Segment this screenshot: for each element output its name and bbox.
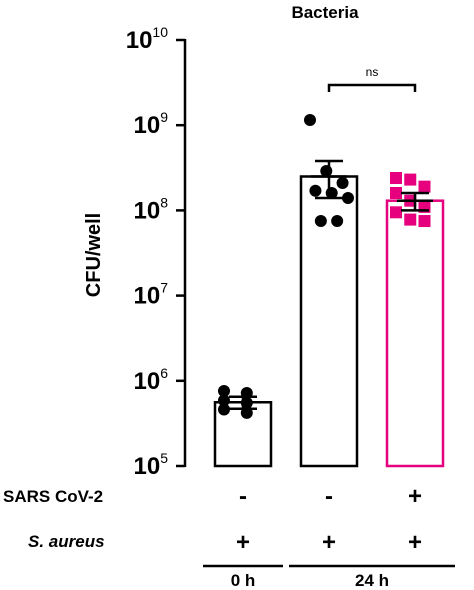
- bar-2: [385, 199, 445, 468]
- data-point-1-2: [336, 176, 349, 189]
- data-point-1-7: [331, 215, 344, 228]
- data-point-2-6: [390, 206, 402, 219]
- data-point-2-8: [418, 215, 431, 228]
- data-point-0-4: [218, 403, 230, 416]
- significance-line: [327, 83, 417, 92]
- aureus-sign-2: +: [408, 529, 422, 556]
- data-point-2-1: [404, 173, 417, 186]
- data-point-1-6: [314, 215, 327, 228]
- sars-sign-1: -: [325, 483, 333, 510]
- data-point-1-0: [304, 114, 316, 127]
- significance-bracket: ns: [327, 65, 417, 92]
- aureus-sign-0: +: [236, 529, 250, 556]
- data-point-1-3: [309, 184, 322, 197]
- sars-sign-2: +: [408, 483, 422, 510]
- sars-sign-0: -: [239, 483, 247, 510]
- y-axis-label: CFU/well: [83, 213, 105, 297]
- data-point-0-0: [218, 384, 230, 397]
- data-point-1-1: [320, 165, 333, 178]
- data-point-2-0: [390, 172, 402, 185]
- y-tick-label-1: 106: [134, 365, 169, 395]
- aureus-sign-1: +: [322, 529, 336, 556]
- y-tick-label-4: 109: [134, 109, 169, 139]
- chart-title: Bacteria: [291, 3, 359, 22]
- data-point-2-7: [404, 213, 417, 226]
- y-tick-label-3: 108: [134, 194, 169, 224]
- aureus-row-label: S. aureus: [28, 532, 105, 551]
- data-point-1-5: [342, 191, 354, 204]
- y-tick-label-2: 107: [134, 280, 169, 310]
- group-label-0: 0 h: [231, 571, 256, 590]
- y-tick-label-5: 1010: [126, 24, 168, 54]
- time-groups: 0 h 24 h: [203, 564, 455, 590]
- error-bars-layer: [225, 159, 433, 410]
- bars-layer: [213, 175, 445, 468]
- y-axis-ticks: 105 106 107 108 109 1010: [126, 24, 185, 480]
- significance-label: ns: [366, 65, 379, 79]
- bar-1: [299, 175, 359, 468]
- data-point-2-2: [418, 180, 431, 193]
- condition-signs: - - + + + +: [236, 483, 422, 556]
- y-tick-label-0: 105: [134, 450, 169, 480]
- group-label-1: 24 h: [355, 571, 389, 590]
- data-point-2-3: [390, 187, 402, 200]
- sars-row-label: SARS CoV-2: [3, 487, 103, 506]
